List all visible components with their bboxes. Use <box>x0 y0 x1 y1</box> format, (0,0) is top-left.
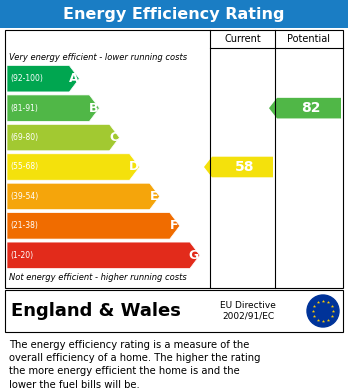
Text: Energy Efficiency Rating: Energy Efficiency Rating <box>63 7 285 22</box>
Text: B: B <box>89 102 98 115</box>
Text: 58: 58 <box>235 160 254 174</box>
Text: G: G <box>189 249 199 262</box>
Polygon shape <box>7 183 160 210</box>
Text: Very energy efficient - lower running costs: Very energy efficient - lower running co… <box>9 54 187 63</box>
Polygon shape <box>7 213 180 239</box>
Text: Potential: Potential <box>287 34 331 44</box>
Circle shape <box>307 295 339 327</box>
Bar <box>5 290 343 332</box>
Text: The energy efficiency rating is a measure of the
overall efficiency of a home. T: The energy efficiency rating is a measur… <box>9 340 261 389</box>
Text: A: A <box>69 72 78 85</box>
Text: 82: 82 <box>301 101 321 115</box>
Polygon shape <box>204 157 273 177</box>
Text: (1-20): (1-20) <box>10 251 33 260</box>
Bar <box>0 0 348 28</box>
Polygon shape <box>7 95 100 121</box>
Text: E: E <box>149 190 158 203</box>
Polygon shape <box>7 242 200 269</box>
Text: Not energy efficient - higher running costs: Not energy efficient - higher running co… <box>9 273 187 282</box>
Text: C: C <box>109 131 118 144</box>
Text: Current: Current <box>224 34 261 44</box>
Text: (92-100): (92-100) <box>10 74 43 83</box>
Text: (21-38): (21-38) <box>10 221 38 230</box>
Text: (69-80): (69-80) <box>10 133 38 142</box>
Text: F: F <box>169 219 178 232</box>
Bar <box>5 30 343 288</box>
Polygon shape <box>269 98 341 118</box>
Text: EU Directive
2002/91/EC: EU Directive 2002/91/EC <box>220 301 276 321</box>
Text: (39-54): (39-54) <box>10 192 38 201</box>
Polygon shape <box>7 66 79 92</box>
Polygon shape <box>7 124 119 151</box>
Text: D: D <box>128 160 139 174</box>
Text: (81-91): (81-91) <box>10 104 38 113</box>
Text: (55-68): (55-68) <box>10 163 38 172</box>
Text: England & Wales: England & Wales <box>11 302 181 320</box>
Polygon shape <box>7 154 140 180</box>
